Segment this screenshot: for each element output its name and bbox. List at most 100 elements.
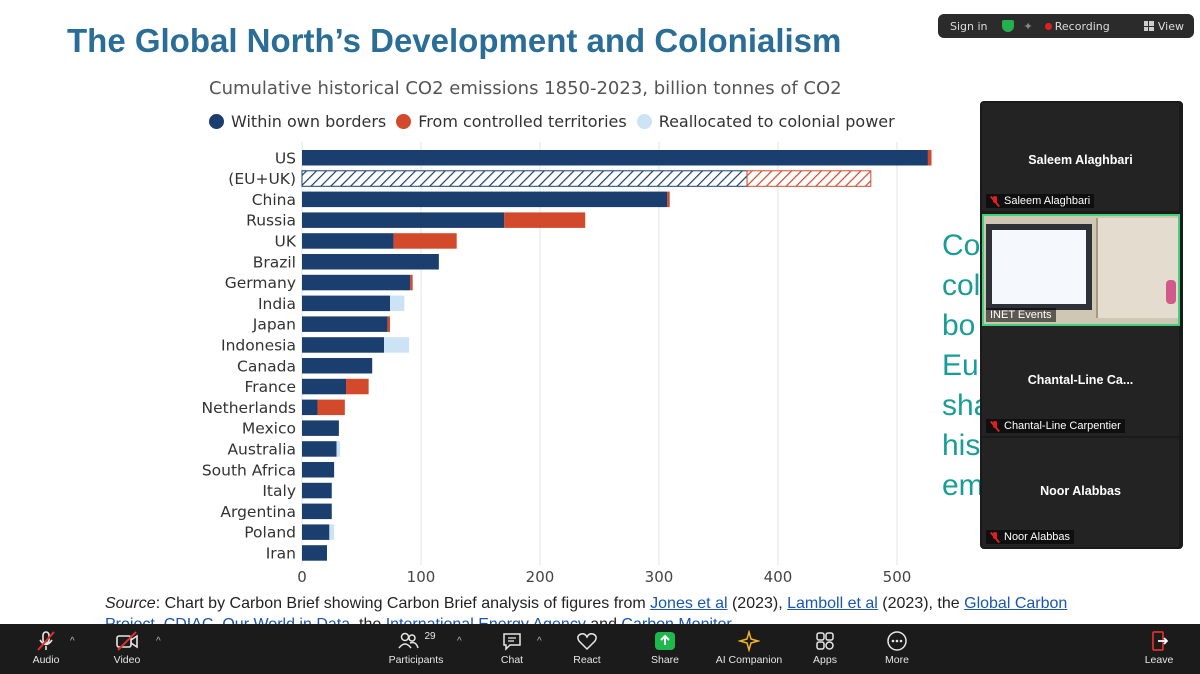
- category-label: Netherlands: [202, 399, 296, 417]
- leave-button[interactable]: Leave: [1124, 630, 1194, 666]
- legend-swatch: [209, 114, 224, 129]
- share-label: Share: [650, 654, 680, 666]
- recording-indicator[interactable]: Recording: [1044, 20, 1110, 33]
- participant-video-tile[interactable]: INET Events: [982, 214, 1180, 326]
- bar-segment: [302, 503, 332, 520]
- source-link[interactable]: Jones et al: [650, 595, 728, 612]
- react-button[interactable]: React: [552, 630, 622, 666]
- source-link[interactable]: International Energy Agency: [386, 616, 586, 624]
- chat-label: Chat: [500, 654, 524, 666]
- video-button[interactable]: Video: [92, 630, 162, 666]
- sparkle-icon[interactable]: ✦: [1023, 19, 1033, 33]
- audio-button[interactable]: Audio: [11, 630, 81, 666]
- x-tick-label: 0: [297, 568, 307, 586]
- record-dot-icon: [1044, 22, 1052, 30]
- participants-button[interactable]: 29 Participants: [381, 630, 451, 667]
- right-text-line: bo: [942, 309, 976, 342]
- chart-legend: Within own borders From controlled terri…: [209, 112, 895, 131]
- bar-segment: [302, 274, 411, 291]
- apps-button[interactable]: Apps: [790, 630, 860, 666]
- audio-options-caret[interactable]: ^: [70, 636, 75, 647]
- x-tick-label: 300: [645, 568, 674, 586]
- source-link[interactable]: CDIAC: [164, 616, 214, 624]
- participant-label: Noor Alabbas: [986, 530, 1075, 544]
- meeting-toolbar: Audio ^ Video ^ 29 Participants ^ Chat ^…: [0, 624, 1200, 674]
- more-button[interactable]: More: [862, 630, 932, 666]
- share-button[interactable]: Share: [630, 630, 700, 666]
- legend-swatch: [396, 114, 412, 129]
- legend-label: Within own borders: [231, 112, 387, 131]
- participant-label: INET Events: [986, 308, 1056, 322]
- participants-count: 29: [424, 630, 436, 642]
- source-link[interactable]: Global Carbon Project: [105, 595, 1068, 624]
- bar-segment: [302, 212, 505, 228]
- bar-segment: [504, 212, 586, 228]
- person-figure: [1166, 280, 1176, 304]
- source-text: (2023),: [727, 595, 788, 612]
- leave-label: Leave: [1144, 654, 1174, 666]
- category-label: UK: [274, 232, 296, 250]
- category-label: Germany: [225, 274, 296, 292]
- source-text: , the: [350, 616, 386, 624]
- video-options-caret[interactable]: ^: [156, 636, 161, 647]
- category-label: Mexico: [242, 420, 296, 438]
- chat-button[interactable]: Chat: [477, 630, 547, 666]
- source-link[interactable]: Lamboll et al: [787, 595, 878, 612]
- bar-segment: [302, 254, 439, 270]
- category-label: Italy: [262, 482, 296, 500]
- legend-item-controlled: From controlled territories: [396, 112, 627, 131]
- participant-label: Chantal-Line Carpentier: [986, 419, 1125, 433]
- ai-companion-button[interactable]: AI Companion: [706, 630, 792, 666]
- right-text-line: Co: [942, 229, 981, 262]
- x-tick-label: 100: [407, 568, 436, 586]
- category-label: Australia: [227, 440, 296, 458]
- participant-label-text: Saleem Alaghbari: [1004, 195, 1091, 207]
- whiteboard: [1096, 218, 1178, 318]
- source-link[interactable]: Our World in Data: [222, 616, 350, 624]
- shield-icon[interactable]: [1001, 20, 1014, 32]
- source-prefix: Source: [105, 595, 156, 612]
- video-off-icon: [92, 630, 162, 652]
- legend-label: From controlled territories: [418, 112, 627, 131]
- chat-icon: [477, 630, 547, 652]
- view-button[interactable]: View: [1143, 20, 1184, 33]
- bar-segment: [390, 295, 405, 312]
- source-text: : Chart by Carbon Brief showing Carbon B…: [155, 595, 651, 612]
- bar-segment: [336, 441, 341, 457]
- category-label: Brazil: [253, 253, 296, 271]
- more-label: More: [885, 654, 909, 666]
- participant-tile[interactable]: Noor Alabbas Noor Alabbas: [982, 438, 1179, 547]
- category-label: Poland: [244, 524, 296, 542]
- bar-segment: [302, 441, 337, 457]
- category-label: France: [244, 378, 296, 396]
- source-text: ,: [213, 616, 222, 624]
- sign-in-link[interactable]: Sign in: [950, 19, 988, 33]
- participant-video-panel: Saleem Alaghbari Saleem Alaghbari INET E…: [980, 101, 1183, 549]
- participant-tile[interactable]: Saleem Alaghbari Saleem Alaghbari: [982, 103, 1179, 211]
- bar-segment: [302, 420, 339, 436]
- bar-segment: [302, 358, 373, 374]
- category-label: Japan: [252, 316, 296, 334]
- bar-segment: [384, 337, 410, 353]
- source-text: (2023), the: [877, 595, 965, 612]
- bar-segment: [301, 170, 748, 187]
- participant-label-text: Noor Alabbas: [1004, 531, 1071, 543]
- participants-options-caret[interactable]: ^: [457, 636, 462, 647]
- bar-segment: [302, 233, 394, 249]
- chat-options-caret[interactable]: ^: [537, 636, 542, 647]
- source-text: ,: [155, 616, 164, 624]
- participants-icon: 29: [381, 630, 451, 652]
- apps-icon: [790, 630, 860, 652]
- legend-swatch: [636, 114, 652, 129]
- bar-segment: [746, 170, 872, 187]
- x-tick-label: 200: [526, 568, 555, 586]
- participant-tile[interactable]: Chantal-Line Ca... Chantal-Line Carpenti…: [982, 326, 1179, 436]
- source-link[interactable]: Carbon Monitor: [621, 616, 731, 624]
- right-text-line: col: [942, 269, 981, 302]
- chart-subtitle: Cumulative historical CO2 emissions 1850…: [209, 78, 842, 99]
- leave-icon: [1124, 630, 1194, 652]
- source-citation: Source: Chart by Carbon Brief showing Ca…: [105, 593, 1105, 624]
- participant-name: Saleem Alaghbari: [1028, 153, 1133, 167]
- apps-label: Apps: [813, 654, 837, 666]
- bar-segment: [302, 191, 668, 208]
